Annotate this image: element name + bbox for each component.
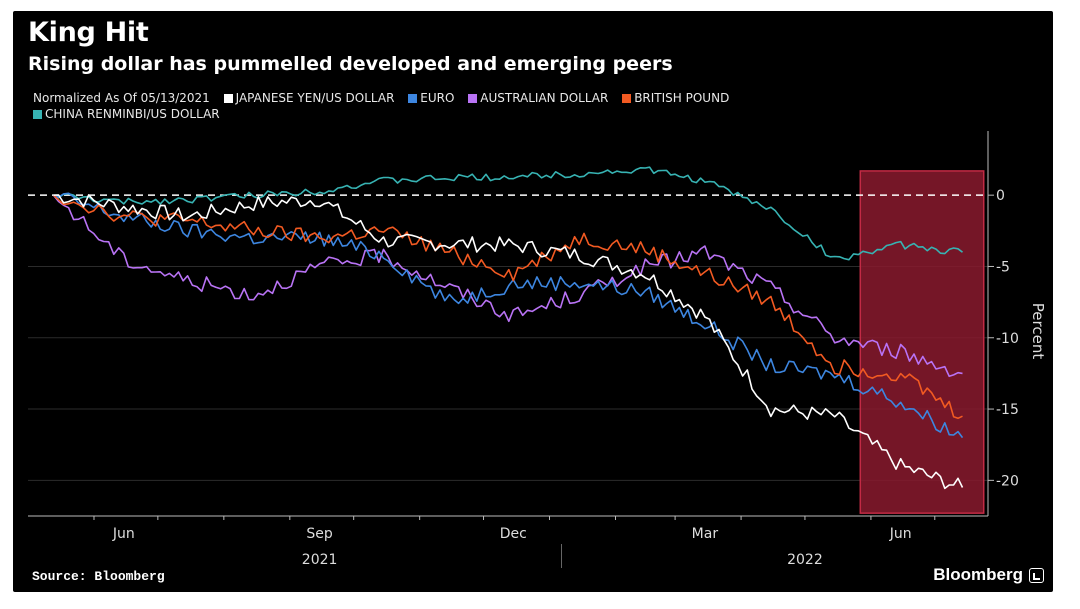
bloomberg-chart-icon [1029, 568, 1044, 583]
series-line-japanese-yen-us-dollar [53, 194, 964, 490]
y-tick-label-2: -10 [996, 331, 1019, 347]
line-chart: 0 -5 -10 -15 -20 Percent Jun Sep Dec Mar Jun 2021 20… [28, 131, 1047, 568]
source-note: Source: Bloomberg [32, 569, 165, 584]
legend-item-aud: AUSTRALIAN DOLLAR [468, 91, 608, 105]
legend-swatch-jpy [223, 94, 233, 103]
legend-item-cny: CHINA RENMINBI/US DOLLAR [33, 107, 220, 121]
series-line-china-renminbi-us-dollar [53, 166, 963, 261]
x-year-label-0: 2021 [302, 552, 338, 568]
legend-label-gbp: BRITISH POUND [634, 91, 730, 105]
legend-normalized-note: Normalized As Of 05/13/2021 [33, 91, 210, 105]
x-tick-label-0: Jun [112, 526, 135, 542]
highlight-box [859, 170, 985, 514]
chart-title: King Hit [28, 17, 149, 48]
series-line-australian-dollar [52, 194, 963, 378]
legend-swatch-gbp [622, 94, 632, 103]
legend-label-eur: EURO [420, 91, 455, 105]
x-tick-label-4: Jun [889, 526, 912, 542]
legend-label-cny: CHINA RENMINBI/US DOLLAR [45, 107, 220, 121]
axes: 0 -5 -10 -15 -20 Percent Jun Sep Dec Mar Jun 2021 20… [28, 131, 1047, 568]
series-lines [52, 166, 964, 490]
x-year-label-1: 2022 [787, 552, 823, 568]
legend-swatch-aud [468, 94, 478, 103]
legend-label-jpy: JAPANESE YEN/US DOLLAR [235, 91, 395, 105]
y-tick-label-0: 0 [996, 188, 1005, 204]
legend: Normalized As Of 05/13/2021 JAPANESE YEN… [33, 90, 933, 122]
brand-logo: Bloomberg [933, 565, 1023, 584]
chart-subtitle: Rising dollar has pummelled developed an… [28, 53, 673, 75]
series-line-british-pound [52, 194, 963, 420]
x-tick-label-1: Sep [306, 526, 333, 542]
chart-panel: King Hit Rising dollar has pummelled dev… [13, 11, 1053, 592]
x-tick-label-3: Mar [692, 526, 719, 542]
legend-item-jpy: JAPANESE YEN/US DOLLAR [223, 91, 395, 105]
x-tick-label-2: Dec [500, 526, 527, 542]
legend-swatch-cny [33, 110, 42, 119]
y-tick-label-1: -5 [996, 259, 1010, 275]
legend-item-gbp: BRITISH POUND [622, 91, 729, 105]
series-line-euro [53, 192, 964, 439]
legend-swatch-eur [408, 94, 418, 103]
y-tick-label-4: -20 [996, 473, 1019, 489]
y-axis-label: Percent [1029, 303, 1047, 360]
y-tick-label-3: -15 [996, 402, 1019, 418]
gridlines [28, 265, 988, 481]
legend-label-aud: AUSTRALIAN DOLLAR [480, 91, 609, 105]
legend-item-eur: EURO [408, 91, 454, 105]
